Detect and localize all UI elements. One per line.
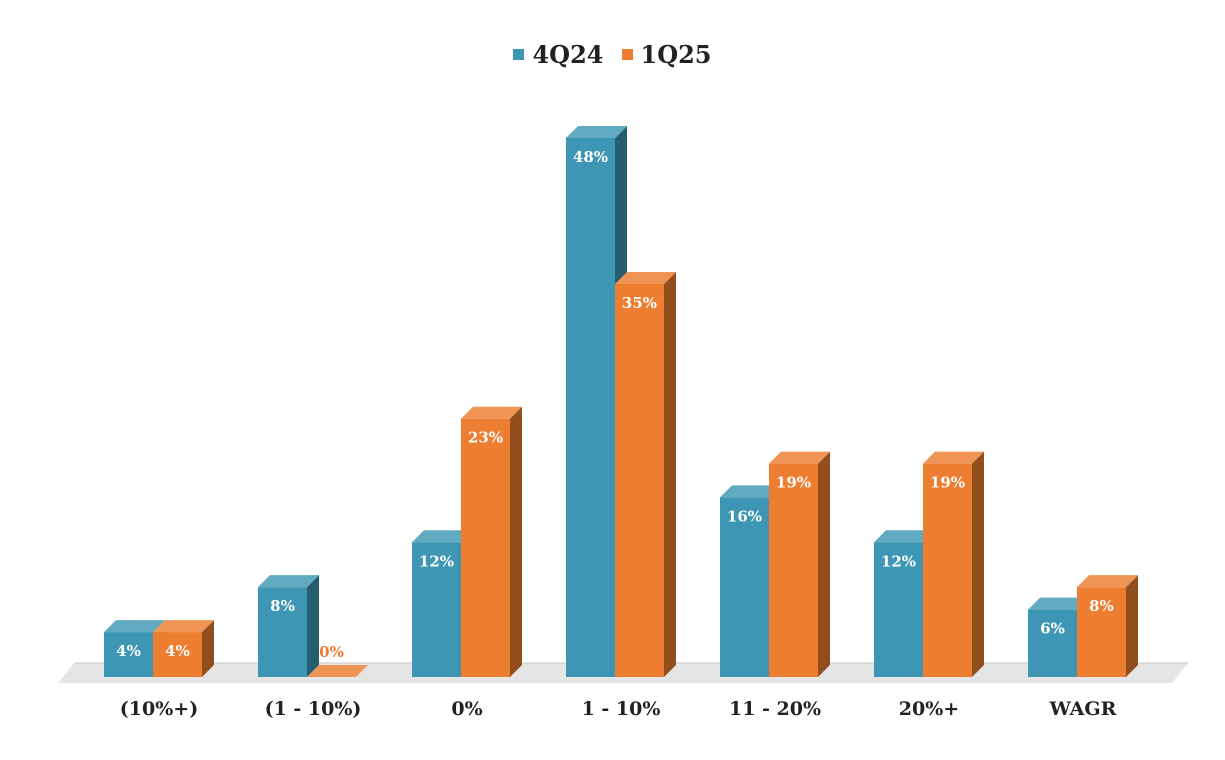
data-label-4q24-3: 48% (573, 148, 608, 166)
bar-top-face (874, 530, 935, 543)
data-label-1q25-6: 8% (1089, 597, 1114, 615)
bar-front-face (1077, 587, 1126, 677)
bar-front-face (153, 632, 202, 677)
data-label-4q24-5: 12% (881, 552, 916, 570)
bar-top-face (307, 665, 368, 677)
bar-1q25-6 (1077, 575, 1138, 677)
legend-item-4q24: 4Q24 (513, 40, 604, 69)
bar-side-face (972, 451, 984, 677)
data-label-1q25-4: 19% (776, 474, 811, 492)
bar-top-face (461, 406, 522, 419)
bar-top-face (1077, 575, 1138, 588)
data-label-4q24-1: 8% (270, 597, 295, 615)
bar-1q25-3 (615, 271, 676, 677)
bar-front-face (258, 587, 307, 677)
bar-1q25-4 (769, 451, 830, 677)
bar-front-face (412, 542, 461, 677)
bar-1q25-0 (153, 620, 214, 677)
x-axis-tick-labels: (10%+) (1 - 10%) 0% 1 - 10% 11 - 20% 20%+ WAGR (120, 698, 1117, 720)
data-label-4q24-2: 12% (419, 552, 454, 570)
bar-top-face (566, 126, 627, 138)
bar-1q25-1 (307, 665, 368, 677)
data-label-1q25-2: 23% (468, 429, 503, 447)
legend-swatch-1q25 (621, 49, 633, 60)
data-label-4q24-4: 16% (727, 507, 762, 525)
x-tick-label-0: (10%+) (120, 698, 198, 720)
x-tick-label-3: 1 - 10% (582, 698, 661, 720)
x-tick-label-5: 20%+ (899, 698, 959, 720)
data-label-1q25-5: 19% (930, 474, 965, 492)
legend-label-1q25: 1Q25 (640, 40, 712, 69)
bar-top-face (769, 451, 830, 464)
bar-side-face (664, 271, 676, 677)
bar-front-face (1028, 609, 1077, 677)
data-label-1q25-0: 4% (165, 642, 190, 660)
bar-top-face (1028, 597, 1089, 610)
data-label-1q25-1: 0% (319, 643, 344, 661)
x-tick-label-2: 0% (451, 698, 482, 720)
bar-top-face (258, 575, 319, 588)
data-label-4q24-0: 4% (116, 642, 141, 660)
legend-item-1q25: 1Q25 (621, 40, 712, 69)
bar-front-face (461, 418, 510, 677)
bar-front-face (720, 497, 769, 677)
bar-top-face (720, 485, 781, 498)
bar-side-face (818, 451, 830, 677)
bar-top-face (104, 620, 165, 633)
x-tick-label-1: (1 - 10%) (265, 698, 362, 720)
bar-1q25-5 (923, 451, 984, 677)
bar-side-face (510, 406, 522, 677)
bar-front-face (566, 138, 615, 677)
bar-front-face (104, 632, 153, 677)
bar-4q24-1 (258, 575, 319, 677)
bar-front-face (615, 283, 664, 677)
x-tick-label-6: WAGR (1049, 698, 1117, 720)
data-label-1q25-3: 35% (622, 294, 657, 312)
bar-top-face (923, 451, 984, 464)
bar-top-face (412, 530, 473, 543)
legend-label-4q24: 4Q24 (532, 40, 604, 69)
bar-side-face (202, 620, 214, 677)
bars-group (104, 126, 1138, 677)
bar-front-face (769, 463, 818, 677)
bar-top-face (615, 271, 676, 284)
x-tick-label-4: 11 - 20% (729, 698, 821, 720)
bar-1q25-2 (461, 406, 522, 677)
bar-front-face (874, 542, 923, 677)
bar-front-face (923, 463, 972, 677)
bar-side-face (307, 575, 319, 677)
bar-top-face (153, 620, 214, 633)
chart-legend: 4Q24 1Q25 (0, 40, 1225, 69)
bar-side-face (1126, 575, 1138, 677)
data-label-4q24-6: 6% (1040, 620, 1065, 638)
legend-swatch-4q24 (513, 49, 525, 60)
data-labels-group: 4% 4% 8% 0% 12% 23% 48% 35% 16% 19% 12% 19% 6% 8% (116, 148, 1114, 661)
